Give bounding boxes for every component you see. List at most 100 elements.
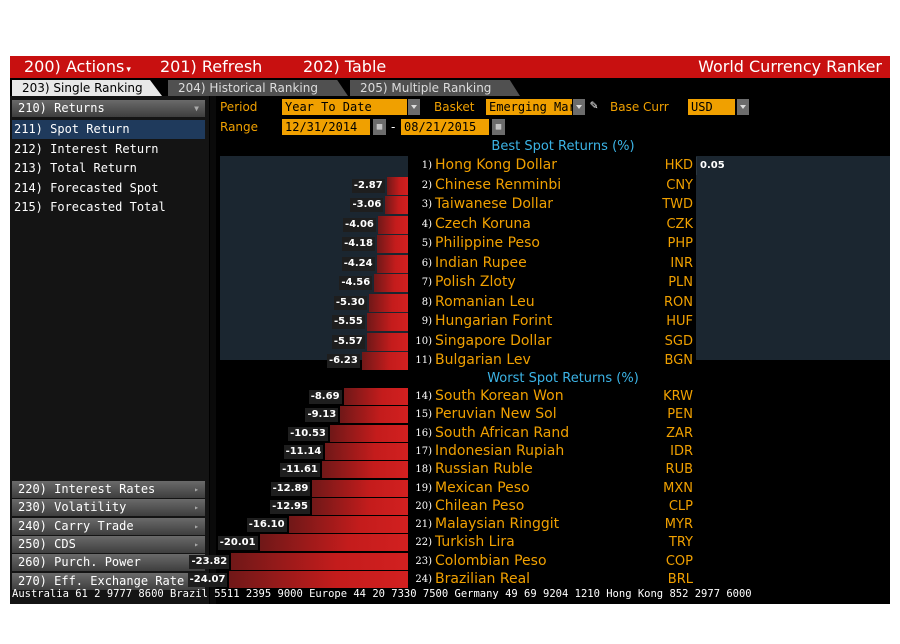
tab-single-ranking[interactable]: 203) Single Ranking (12, 80, 162, 96)
currency-name[interactable]: Romanian Leu (435, 293, 535, 310)
currency-code: RUB (665, 462, 693, 478)
basket-dropdown-button[interactable] (573, 99, 585, 115)
value-label-sgd: -5.57 (331, 334, 365, 349)
currency-name[interactable]: Bulgarian Lev (435, 352, 531, 368)
value-label-cny: -2.87 (351, 178, 385, 193)
sidebar-group-label: 230) Volatility (18, 500, 127, 515)
value-label-php: -4.18 (342, 237, 375, 251)
chevron-right-icon: ▸ (194, 539, 199, 549)
value-label-krw: -8.69 (308, 390, 342, 404)
sidebar-group-label: 240) Carry Trade (18, 518, 134, 533)
sidebar-group[interactable]: 230) Volatility ▸ (12, 499, 205, 517)
table-button[interactable]: 202) Table (303, 57, 387, 76)
range-start-date[interactable]: 12/31/2014 (282, 119, 370, 135)
panel-splitter[interactable] (210, 96, 216, 604)
rank-label: 20) (415, 500, 432, 512)
value-label-try: -20.01 (217, 536, 258, 551)
bar-ron (368, 293, 408, 312)
edit-pencil-icon[interactable]: ✎ (590, 98, 598, 113)
chevron-right-icon: ▸ (194, 521, 199, 531)
currency-name[interactable]: South Korean Won (435, 388, 564, 404)
rank-label: 21) (415, 519, 432, 531)
sidebar-item[interactable]: 211) Spot Return (12, 120, 205, 139)
rank-label: 24) (415, 574, 432, 585)
currency-code: ZAR (666, 425, 693, 441)
range-separator: - (391, 120, 396, 134)
currency-name[interactable]: Czech Koruna (435, 215, 531, 232)
bar-mxn (312, 479, 408, 497)
sidebar-group[interactable]: 260) Purch. Power▸ (12, 554, 205, 572)
rank-label: 6) (421, 257, 432, 269)
chart-positive-area-bg (696, 156, 890, 360)
period-dropdown-button[interactable] (408, 99, 420, 115)
value-label-zar: -10.53 (288, 426, 328, 441)
currency-name[interactable]: Philippine Peso (435, 235, 540, 251)
bar-try (259, 534, 408, 552)
bar-idr (325, 442, 408, 460)
currency-name[interactable]: Turkish Lira (435, 534, 515, 551)
currency-code: TRY (668, 535, 693, 551)
sidebar-group-returns[interactable]: 210) Returns ▼ (12, 100, 205, 117)
sidebar-item[interactable]: 212) Interest Return (14, 141, 159, 156)
sidebar-item[interactable]: 213) Total Return (14, 161, 137, 175)
rank-label: 14) (415, 391, 432, 402)
value-label-myr: -16.10 (246, 518, 287, 533)
currency-name[interactable]: Peruvian New Sol (435, 406, 557, 423)
sidebar-group[interactable]: 240) Carry Trade ▸ (12, 517, 205, 535)
sidebar-group[interactable]: 250) CDS ▸ (12, 535, 205, 553)
actions-menu-button[interactable]: 200) Actions ▾ (24, 56, 131, 78)
currency-code: MYR (664, 517, 693, 533)
chevron-right-icon: ▸ (194, 503, 199, 513)
actions-label: 200) Actions (24, 57, 125, 76)
value-label-rub: -11.61 (280, 463, 320, 478)
range-label: Range (220, 120, 259, 134)
rank-label: 5) (421, 238, 432, 249)
currency-name[interactable]: Chilean Peso (435, 497, 525, 514)
currency-name[interactable]: Hong Kong Dollar (435, 157, 558, 173)
basket-select[interactable]: Emerging Mar (486, 99, 572, 115)
calendar-icon[interactable]: ▦ (492, 119, 505, 135)
rank-label: 10) (415, 335, 432, 347)
currency-name[interactable]: Malaysian Ringgit (435, 516, 560, 533)
currency-name[interactable]: South African Rand (435, 424, 570, 441)
tab-historical-ranking[interactable]: 204) Historical Ranking (168, 80, 348, 96)
value-label-huf: -5.55 (332, 315, 365, 329)
rank-label: 22) (415, 537, 432, 549)
value-label-ron: -5.30 (333, 295, 367, 310)
currency-code: COP (665, 553, 693, 569)
currency-name[interactable]: Chinese Renminbi (435, 176, 562, 193)
currency-name[interactable]: Polish Zloty (435, 274, 516, 290)
sidebar-group[interactable]: 220) Interest Rates ▸ (12, 481, 205, 498)
value-label-twd: -3.06 (350, 198, 384, 212)
range-end-date[interactable]: 08/21/2015 (401, 119, 489, 135)
sidebar-item[interactable]: 214) Forecasted Spot (14, 180, 159, 195)
bar-pen (340, 406, 408, 424)
currency-code: CNY (666, 177, 693, 193)
tab-multiple-ranking[interactable]: 205) Multiple Ranking (350, 80, 520, 96)
currency-name[interactable]: Colombian Peso (435, 552, 547, 569)
footer-contacts: Australia 61 2 9777 8600 Brazil 5511 239… (12, 588, 752, 600)
currency-name[interactable]: Brazilian Real (435, 571, 531, 587)
currency-name[interactable]: Indonesian Rupiah (435, 442, 565, 459)
base-currency-dropdown-button[interactable] (737, 99, 749, 115)
currency-code: CLP (668, 498, 693, 514)
currency-name[interactable]: Russian Ruble (435, 461, 533, 478)
period-select[interactable]: Year To Date (282, 99, 407, 115)
bar-cop (231, 552, 408, 570)
period-label: Period (220, 100, 258, 114)
bar-hkd (696, 157, 697, 175)
base-currency-select[interactable]: USD (688, 99, 735, 115)
chevron-down-icon: ▾ (126, 65, 131, 75)
currency-name[interactable]: Mexican Peso (435, 479, 530, 496)
rank-label: 3) (421, 199, 432, 210)
calendar-icon[interactable]: ▦ (373, 119, 386, 135)
sidebar-item[interactable]: 215) Forecasted Total (14, 200, 166, 214)
currency-name[interactable]: Taiwanese Dollar (435, 196, 554, 212)
refresh-button[interactable]: 201) Refresh (160, 57, 263, 76)
sidebar-group-label: 210) Returns (18, 101, 105, 115)
sidebar-group-label: 260) Purch. Power (18, 555, 141, 570)
currency-name[interactable]: Indian Rupee (435, 254, 527, 271)
sidebar-group[interactable]: 270) Eff. Exchange Rate▸ (12, 572, 205, 590)
currency-name[interactable]: Hungarian Forint (435, 313, 553, 329)
currency-name[interactable]: Singapore Dollar (435, 332, 552, 349)
